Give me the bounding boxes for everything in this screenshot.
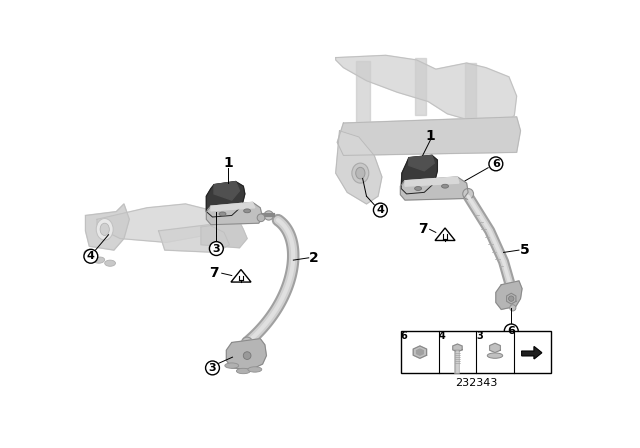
Polygon shape: [337, 117, 520, 155]
Ellipse shape: [105, 260, 115, 266]
Polygon shape: [401, 155, 437, 194]
Text: 3: 3: [209, 363, 216, 373]
Circle shape: [264, 211, 273, 220]
Polygon shape: [159, 225, 230, 252]
Ellipse shape: [84, 249, 95, 256]
Circle shape: [257, 214, 265, 222]
Polygon shape: [227, 339, 266, 370]
Polygon shape: [211, 202, 255, 211]
Polygon shape: [336, 55, 516, 127]
Text: 6: 6: [492, 159, 500, 169]
Polygon shape: [490, 343, 500, 353]
Text: 1: 1: [223, 156, 233, 170]
Circle shape: [463, 189, 474, 199]
Polygon shape: [206, 181, 245, 217]
Polygon shape: [415, 58, 426, 116]
Polygon shape: [465, 63, 476, 127]
Circle shape: [509, 305, 516, 311]
Polygon shape: [409, 155, 435, 171]
Circle shape: [242, 337, 253, 348]
Ellipse shape: [442, 184, 449, 188]
Text: 4: 4: [438, 331, 445, 340]
Text: 2: 2: [309, 251, 319, 265]
Circle shape: [205, 361, 220, 375]
Polygon shape: [86, 204, 129, 250]
Polygon shape: [507, 293, 516, 304]
Text: 1: 1: [426, 129, 435, 143]
Ellipse shape: [219, 212, 226, 216]
Polygon shape: [206, 202, 262, 225]
Polygon shape: [452, 344, 462, 352]
Polygon shape: [413, 346, 427, 358]
Ellipse shape: [248, 367, 262, 372]
Ellipse shape: [100, 223, 109, 236]
Text: 6: 6: [401, 331, 408, 340]
Polygon shape: [496, 281, 522, 310]
Circle shape: [209, 241, 223, 255]
Text: 4: 4: [376, 205, 384, 215]
Text: 6: 6: [508, 326, 515, 336]
Polygon shape: [405, 177, 459, 186]
Polygon shape: [356, 61, 369, 155]
Ellipse shape: [352, 163, 369, 183]
Circle shape: [84, 250, 98, 263]
Ellipse shape: [236, 368, 250, 374]
Ellipse shape: [415, 186, 422, 190]
Circle shape: [373, 203, 387, 217]
Polygon shape: [401, 177, 468, 200]
Text: 4: 4: [87, 251, 95, 261]
Ellipse shape: [96, 219, 113, 240]
Ellipse shape: [487, 353, 502, 358]
Circle shape: [504, 324, 518, 338]
Polygon shape: [417, 349, 423, 355]
Text: 3: 3: [212, 244, 220, 254]
Circle shape: [243, 352, 251, 359]
Polygon shape: [97, 204, 224, 242]
Text: 3: 3: [476, 331, 483, 340]
Ellipse shape: [356, 168, 365, 179]
Circle shape: [489, 157, 503, 171]
Circle shape: [509, 296, 514, 302]
Polygon shape: [522, 347, 542, 359]
Bar: [401, 331, 551, 373]
Polygon shape: [214, 181, 239, 200]
Text: 5: 5: [520, 243, 529, 257]
Ellipse shape: [244, 209, 251, 213]
Ellipse shape: [225, 363, 239, 368]
Text: 7: 7: [418, 222, 428, 237]
Text: 232343: 232343: [455, 378, 497, 388]
Text: 7: 7: [209, 266, 219, 280]
Polygon shape: [336, 131, 382, 204]
Ellipse shape: [94, 257, 105, 263]
Polygon shape: [201, 222, 247, 248]
